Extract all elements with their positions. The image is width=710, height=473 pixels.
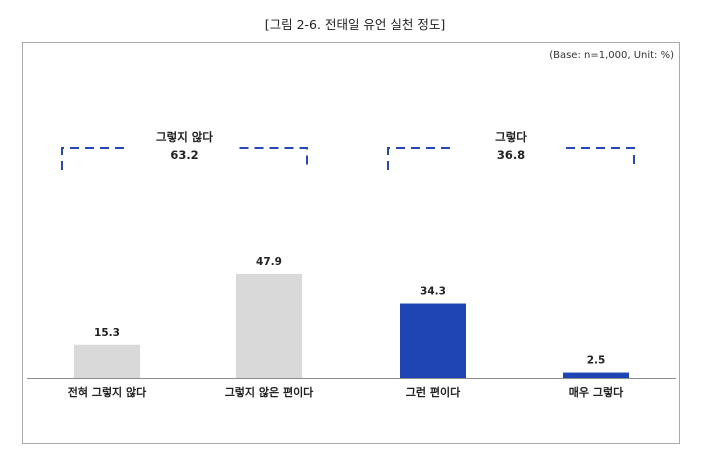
chart-title: [그림 2-6. 전태일 유언 실천 정도] <box>264 17 446 32</box>
bar-4 <box>563 372 629 378</box>
base-note: (Base: n=1,000, Unit: %) <box>549 50 674 61</box>
group-bracket-right-1 <box>239 147 308 170</box>
group-value-2: 36.8 <box>497 148 525 162</box>
value-label-1: 15.3 <box>94 327 120 339</box>
chart-frame <box>22 42 680 444</box>
category-label-2: 그렇지 않은 편이다 <box>225 385 314 399</box>
value-label-2: 47.9 <box>256 256 282 268</box>
group-value-1: 63.2 <box>170 148 198 162</box>
bar-1 <box>74 344 140 378</box>
value-label-3: 34.3 <box>420 286 446 298</box>
bar-3 <box>400 303 466 378</box>
category-label-1: 전혀 그렇지 않다 <box>68 385 147 399</box>
category-label-3: 그런 편이다 <box>406 385 461 399</box>
group-label-1: 그렇지 않다 <box>156 130 213 144</box>
group-bracket-left-1 <box>61 147 130 170</box>
group-bracket-right-2 <box>566 147 635 170</box>
category-label-4: 매우 그렇다 <box>569 385 624 399</box>
value-label-4: 2.5 <box>587 355 606 367</box>
bar-2 <box>236 274 302 378</box>
group-bracket-left-2 <box>387 147 456 170</box>
group-label-2: 그렇다 <box>495 130 527 144</box>
